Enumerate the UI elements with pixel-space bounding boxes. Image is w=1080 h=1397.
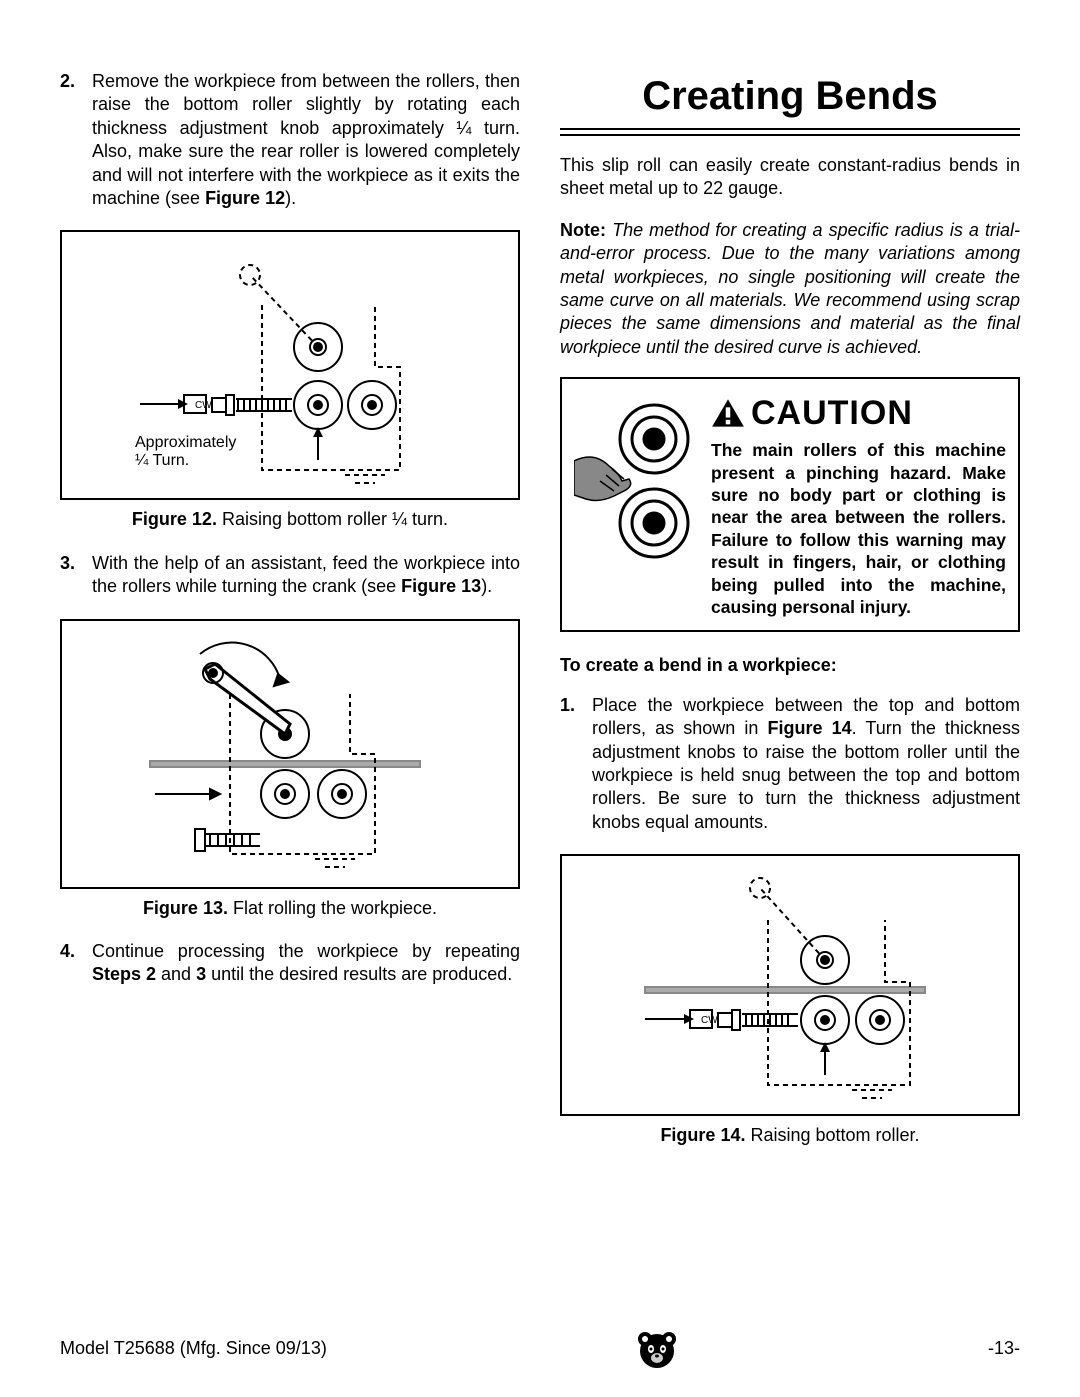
step-text: Remove the workpiece from between the ro… <box>92 70 520 210</box>
caution-text: CAUTION The main rollers of this machine… <box>711 391 1006 618</box>
bear-logo-icon <box>635 1327 679 1371</box>
title-rule <box>560 134 1020 136</box>
figure-14-diagram: CW <box>590 860 990 1110</box>
step-number: 4. <box>60 940 92 987</box>
caution-body-text: The main rollers of this machine present… <box>711 439 1006 618</box>
caution-pinch-icon <box>574 391 699 571</box>
footer-page-number: -13- <box>988 1337 1020 1360</box>
cw-label: CW <box>701 1015 718 1026</box>
step-3: 3. With the help of an assistant, feed t… <box>60 552 520 599</box>
figure-13-diagram <box>100 624 480 884</box>
figure-12-caption: Figure 12. Raising bottom roller ¼ turn. <box>60 508 520 531</box>
warning-triangle-icon <box>711 398 745 428</box>
figure-13-caption: Figure 13. Flat rolling the workpiece. <box>60 897 520 920</box>
step-1: 1. Place the workpiece between the top a… <box>560 694 1020 834</box>
step-number: 1. <box>560 694 592 834</box>
caution-heading: CAUTION <box>711 391 1006 435</box>
caution-box: CAUTION The main rollers of this machine… <box>560 377 1020 632</box>
figure-14-box: CW <box>560 854 1020 1116</box>
title-rule <box>560 128 1020 130</box>
figure-12-box: CW Approximately ¼ Turn. <box>60 230 520 500</box>
approx-label-2: ¼ Turn. <box>135 452 189 469</box>
step-number: 2. <box>60 70 92 210</box>
step-number: 3. <box>60 552 92 599</box>
page-footer: Model T25688 (Mfg. Since 09/13) -13- <box>60 1327 1020 1371</box>
cw-label: CW <box>195 400 212 411</box>
intro-text: This slip roll can easily create constan… <box>560 154 1020 201</box>
right-column: Creating Bends This slip roll can easily… <box>560 70 1020 1168</box>
figure-13-box <box>60 619 520 889</box>
step-text: Continue processing the workpiece by rep… <box>92 940 520 987</box>
step-text: With the help of an assistant, feed the … <box>92 552 520 599</box>
step-text: Place the workpiece between the top and … <box>592 694 1020 834</box>
footer-model: Model T25688 (Mfg. Since 09/13) <box>60 1337 327 1360</box>
figure-12-diagram: CW Approximately ¼ Turn. <box>100 235 480 495</box>
figure-14-caption: Figure 14. Raising bottom roller. <box>560 1124 1020 1147</box>
section-title: Creating Bends <box>560 70 1020 122</box>
step-2: 2. Remove the workpiece from between the… <box>60 70 520 210</box>
step-4: 4. Continue processing the workpiece by … <box>60 940 520 987</box>
left-column: 2. Remove the workpiece from between the… <box>60 70 520 1168</box>
approx-label-1: Approximately <box>135 434 236 451</box>
note-text: Note: The method for creating a specific… <box>560 219 1020 359</box>
subheading: To create a bend in a workpiece: <box>560 654 1020 677</box>
